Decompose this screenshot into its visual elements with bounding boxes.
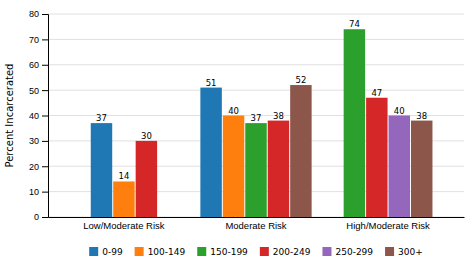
x-axis: Low/Moderate Risk Moderate Risk High/Moder… <box>49 218 465 231</box>
bar <box>411 121 432 217</box>
data-label: 40 <box>228 106 239 116</box>
data-labels: 37 14 30 51 40 37 38 52 74 47 40 38 <box>96 19 427 181</box>
tick-mark <box>42 65 48 66</box>
bar <box>290 85 311 217</box>
legend-label: 200-249 <box>273 247 311 257</box>
tick: Moderate Risk <box>225 220 286 231</box>
y-axis: 0 10 20 30 40 50 60 70 80 <box>29 9 49 222</box>
tick-mark <box>42 141 48 142</box>
legend-item: 300+ <box>385 247 423 257</box>
data-label: 37 <box>96 113 107 123</box>
legend-swatch <box>135 247 144 256</box>
tick-label: 20 <box>29 162 39 172</box>
legend-swatch <box>385 247 394 256</box>
grid-line <box>48 14 464 15</box>
legend-label: 0-99 <box>102 247 123 257</box>
tick: 60 <box>29 60 48 70</box>
bar <box>136 141 157 217</box>
axis-line <box>42 15 49 218</box>
bar <box>389 116 410 218</box>
legend-item: 200-249 <box>260 247 311 257</box>
data-label: 38 <box>416 111 427 121</box>
legend-item: 100-149 <box>135 247 186 257</box>
bar <box>113 181 134 217</box>
data-label: 47 <box>371 88 382 98</box>
legend: 0-99 100-149 150-199 200-249 250-299 300+ <box>89 247 423 257</box>
grid-line <box>48 90 464 91</box>
data-label: 30 <box>141 131 152 141</box>
legend-swatch <box>322 247 331 256</box>
tick-label: 80 <box>29 9 39 19</box>
chart: 37 14 30 51 40 37 38 52 74 47 40 38 0 10 20 30 40 50 60 70 8… <box>0 0 474 263</box>
tick-mark <box>42 166 48 167</box>
tick: 20 <box>29 162 48 172</box>
tick-mark <box>42 217 48 218</box>
bar <box>344 29 365 217</box>
grid-line <box>48 39 464 40</box>
tick-mark <box>42 192 48 193</box>
bars <box>91 29 433 217</box>
data-label: 37 <box>251 113 262 123</box>
data-label: 51 <box>206 78 217 88</box>
tick-label: 0 <box>34 212 39 222</box>
tick-mark <box>42 90 48 91</box>
axis-line <box>49 217 465 218</box>
tick-label: 10 <box>29 187 39 197</box>
tick: 70 <box>29 35 48 45</box>
tick-mark <box>42 14 48 15</box>
tick: 80 <box>29 9 48 19</box>
tick-mark <box>42 116 48 117</box>
tick: 50 <box>29 86 48 96</box>
bar <box>200 88 221 217</box>
tick: 10 <box>29 187 48 197</box>
tick-label: 30 <box>29 136 39 146</box>
data-label: 74 <box>349 19 360 29</box>
legend-item: 150-199 <box>197 247 248 257</box>
tick: 0 <box>34 212 48 222</box>
bar <box>223 116 244 218</box>
tick-label: 70 <box>29 35 39 45</box>
data-label: 38 <box>273 111 284 121</box>
tick-label: 60 <box>29 60 39 70</box>
bar <box>245 123 266 217</box>
tick: 30 <box>29 136 48 146</box>
tick-label: High/Moderate Risk <box>346 220 430 231</box>
tick: Low/Moderate Risk <box>83 220 165 231</box>
plot: 37 14 30 51 40 37 38 52 74 47 40 38 0 10 20 30 40 50 60 70 8… <box>29 9 465 230</box>
bar <box>366 98 387 217</box>
legend-swatch <box>89 247 98 256</box>
grid-line <box>48 64 464 65</box>
bar <box>268 121 289 217</box>
legend-label: 250-299 <box>335 247 373 257</box>
legend-label: 300+ <box>398 247 423 257</box>
legend-swatch <box>197 247 206 256</box>
legend-item: 0-99 <box>89 247 123 257</box>
data-label: 40 <box>394 106 405 116</box>
legend-item: 250-299 <box>322 247 373 257</box>
data-label: 14 <box>119 171 130 181</box>
tick-label: Low/Moderate Risk <box>83 220 165 231</box>
legend-label: 100-149 <box>148 247 186 257</box>
bar <box>91 123 112 217</box>
legend-swatch <box>260 247 269 256</box>
tick-mark <box>42 39 48 40</box>
tick-label: 40 <box>29 111 39 121</box>
axis-title: Percent Incarcerated <box>4 64 15 168</box>
data-label: 52 <box>295 75 306 85</box>
grid <box>48 14 464 217</box>
legend-label: 150-199 <box>210 247 248 257</box>
tick-label: Moderate Risk <box>225 220 286 231</box>
tick: High/Moderate Risk <box>346 220 430 231</box>
tick: 40 <box>29 111 48 121</box>
tick-label: 50 <box>29 86 39 96</box>
